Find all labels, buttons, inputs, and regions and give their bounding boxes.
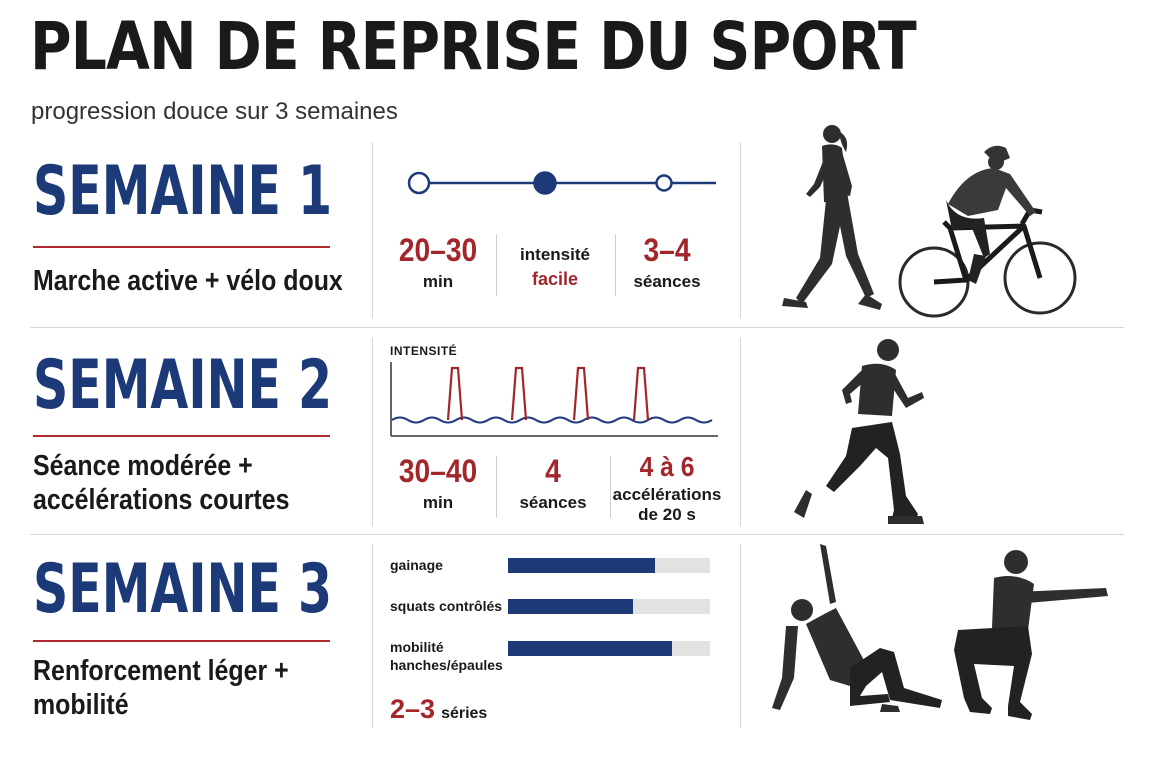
col-divider-a1: [372, 142, 373, 318]
week-2-title: SEMAINE 2: [33, 346, 333, 425]
page-title: PLAN DE REPRISE DU SPORT: [30, 8, 917, 85]
week-2-stat-sessions: 4 séances: [505, 455, 601, 513]
sessions-unit: séances: [519, 493, 587, 512]
intensity-spike-1: [446, 366, 464, 421]
week-1-timeline: [407, 171, 716, 195]
runner-illustration: [794, 339, 924, 524]
bar-label-gainage: gainage: [390, 557, 443, 573]
col-divider-a2: [372, 338, 373, 526]
stat-separator: [615, 234, 616, 296]
sessions-unit: séances: [633, 272, 701, 291]
bar-label-squats: squats contrôlés: [390, 598, 503, 614]
week-2-description-line-1: Séance modérée +: [33, 450, 253, 482]
accelerations-value: 4 à 6: [639, 451, 695, 482]
accelerations-label-line-1: accélérations: [612, 485, 722, 504]
row-divider-1: [30, 327, 1124, 328]
col-divider-b3: [740, 544, 741, 728]
series-count: 2–3 séries: [390, 694, 487, 725]
timeline-dot-1: [407, 171, 431, 195]
week-2-description-line-2: accélérations courtes: [33, 484, 290, 516]
col-divider-b2: [740, 338, 741, 526]
bar-track-squats: [508, 599, 710, 614]
bar-fill-squats: [508, 599, 634, 614]
sessions-value: 4: [545, 453, 561, 489]
bar-fill-gainage: [508, 558, 656, 573]
squat-figure: [954, 550, 1108, 720]
accelerations-label-line-2: de 20 s: [638, 505, 696, 525]
week-1-description: Marche active + vélo doux: [33, 265, 343, 297]
col-divider-a3: [372, 544, 373, 728]
stat-separator: [496, 456, 497, 518]
intensity-label: intensité: [520, 245, 590, 264]
row-divider-2: [30, 534, 1124, 535]
walker-figure: [782, 125, 882, 310]
stat-separator: [496, 234, 497, 296]
bar-label-mobility: mobilité hanches/épaules: [390, 638, 503, 674]
cyclist-figure: [898, 145, 1077, 318]
series-unit: séries: [441, 705, 488, 722]
sessions-value: 3–4: [643, 232, 691, 268]
bar-label-mobility-line-2: hanches/épaules: [390, 657, 503, 674]
bar-track-gainage: [508, 558, 710, 573]
week-1-title: SEMAINE 1: [33, 152, 333, 231]
duration-unit: min: [422, 493, 454, 512]
intensity-spike-2: [510, 366, 528, 421]
bar-fill-mobility: [508, 641, 672, 656]
walker-cyclist-illustration: [782, 125, 1077, 318]
timeline-dot-2: [533, 171, 557, 195]
stat-separator: [610, 456, 611, 518]
week-2-rule: [33, 435, 330, 437]
week-3-rule: [33, 640, 330, 642]
duration-value: 30–40: [398, 453, 478, 489]
week-2-stat-duration: 30–40 min: [390, 455, 486, 513]
bar-label-mobility-line-1: mobilité: [390, 639, 444, 655]
intensity-value: facile: [531, 269, 579, 289]
duration-unit: min: [422, 272, 454, 291]
week-1-rule: [33, 246, 330, 248]
bar-track-mobility: [508, 641, 710, 656]
timeline-dot-3: [655, 174, 673, 192]
week-1-stat-duration: 20–30 min: [390, 234, 486, 292]
intensity-chart-label: INTENSITÉ: [390, 344, 458, 358]
side-plank-figure: [772, 544, 942, 712]
week-1-stat-sessions: 3–4 séances: [622, 234, 712, 292]
duration-value: 20–30: [398, 232, 478, 268]
series-value: 2–3: [390, 694, 436, 724]
col-divider-b1: [740, 142, 741, 318]
week-3-description-line-2: mobilité: [33, 689, 129, 721]
intensity-spike-3: [572, 366, 590, 421]
week-3-description-line-1: Renforcement léger +: [33, 655, 289, 687]
week-1-stat-intensity: intensité facile: [505, 245, 605, 290]
week-3-title: SEMAINE 3: [33, 550, 333, 629]
intensity-chart: [390, 362, 718, 437]
intensity-baseline-wave: [391, 416, 713, 424]
page-subtitle: progression douce sur 3 semaines: [31, 98, 398, 125]
week-2-stat-accelerations: 4 à 6 accélérations de 20 s: [612, 453, 722, 526]
strength-mobility-illustration: [772, 544, 1108, 720]
intensity-spike-4: [632, 366, 650, 421]
